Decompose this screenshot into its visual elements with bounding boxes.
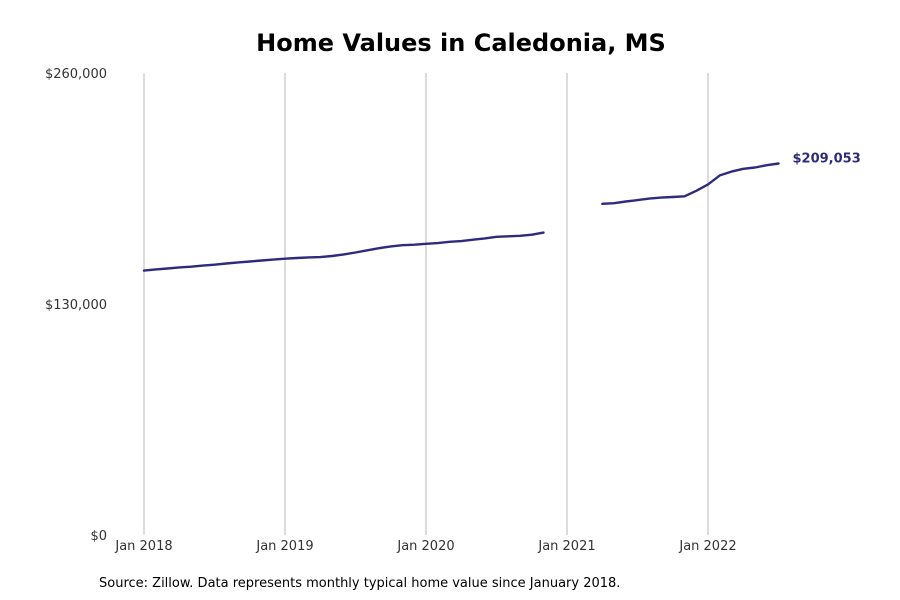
y-tick-label: $260,000 bbox=[45, 67, 107, 82]
x-tick-label: Jan 2022 bbox=[678, 539, 736, 554]
chart-title: Home Values in Caledonia, MS bbox=[256, 29, 666, 57]
y-axis-ticks: $0 $130,000 $260,000 bbox=[45, 67, 107, 544]
end-value-label: $209,053 bbox=[793, 152, 861, 167]
x-tick-label: Jan 2021 bbox=[537, 539, 595, 554]
grid-lines bbox=[143, 73, 709, 535]
x-tick-label: Jan 2020 bbox=[396, 539, 454, 554]
series-line-segment-1 bbox=[601, 162, 780, 206]
x-axis-ticks: Jan 2018 Jan 2019 Jan 2020 Jan 2021 Jan 2022 bbox=[114, 539, 736, 554]
series-line-segment-0 bbox=[142, 231, 545, 272]
series-layer: $209,053 bbox=[142, 152, 861, 272]
x-tick-label: Jan 2018 bbox=[114, 539, 172, 554]
x-tick-label: Jan 2019 bbox=[255, 539, 313, 554]
y-tick-label: $130,000 bbox=[45, 298, 107, 313]
source-note: Source: Zillow. Data represents monthly … bbox=[99, 576, 620, 591]
y-tick-label: $0 bbox=[90, 529, 107, 544]
